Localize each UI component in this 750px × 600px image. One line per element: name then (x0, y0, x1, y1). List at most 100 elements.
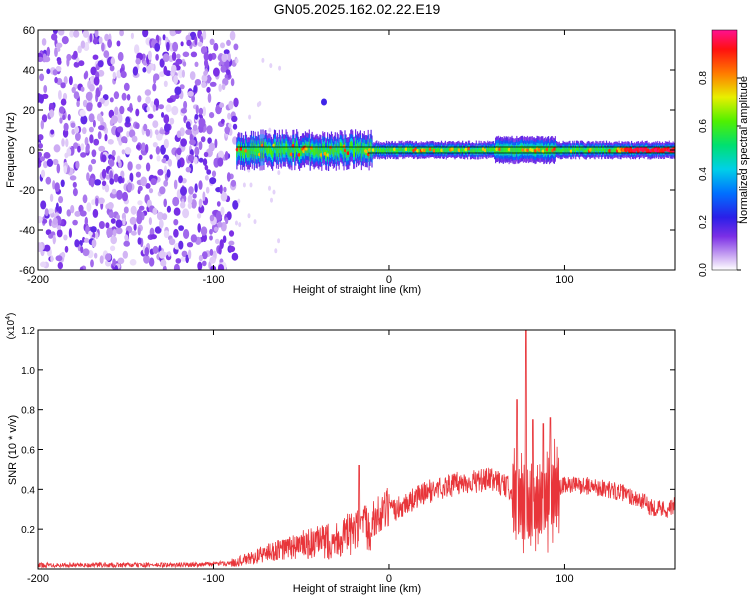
noise-cell (86, 172, 90, 182)
noise-cell (168, 159, 172, 167)
noise-cell (220, 206, 225, 216)
noise-cell (80, 115, 88, 125)
noise-cell (163, 65, 168, 75)
noise-cell (207, 137, 212, 144)
noise-cell (132, 66, 139, 76)
noise-cell (121, 212, 126, 221)
signal-cell (315, 146, 317, 155)
signal-cell (361, 145, 363, 154)
noise-cell (133, 223, 137, 231)
noise-cell (109, 170, 113, 180)
noise-cell (202, 191, 206, 202)
noise-cell (225, 69, 231, 75)
noise-cell (115, 227, 123, 235)
noise-cell (220, 42, 225, 49)
noise-cell (84, 237, 89, 243)
signal-cell (367, 141, 369, 150)
signal-peak (521, 148, 525, 152)
noise-cell (54, 182, 60, 193)
noise-cell (143, 123, 148, 132)
noise-cell (94, 252, 98, 259)
spectrogram-cells (38, 30, 675, 270)
signal-cell (579, 146, 582, 151)
noise-cell (152, 245, 159, 254)
noise-cell (182, 51, 190, 58)
signal-cell (600, 146, 602, 151)
noise-cell (38, 56, 44, 63)
signal-cell (508, 148, 510, 155)
signal-peak (239, 147, 243, 151)
noise-cell (117, 113, 123, 124)
noise-cell (113, 173, 119, 183)
snr-panel: -200 -100 0 100 0.2 0.4 0.6 0.8 1.0 1.2 Height o… (5, 313, 676, 595)
noise-cell (79, 266, 84, 270)
signal-cell (318, 149, 320, 158)
signal-cell (404, 148, 406, 153)
noise-cell (72, 219, 78, 226)
signal-cell (548, 145, 550, 153)
signal-peak (235, 147, 239, 152)
noise-cell (148, 217, 152, 226)
noise-cell (43, 85, 48, 93)
noise-cell (127, 106, 134, 112)
noise-cell (77, 145, 81, 153)
noise-cell (52, 234, 56, 245)
signal-cell (335, 150, 337, 159)
noise-cell (163, 114, 170, 124)
noise-cell (224, 59, 230, 69)
signal-cell (503, 145, 505, 153)
signal-cell (592, 147, 594, 152)
noise-cell (43, 244, 51, 252)
noise-cell (247, 213, 251, 219)
noise-cell (122, 218, 126, 226)
noise-cell (190, 234, 198, 243)
signal-cell (395, 149, 397, 154)
noise-cell (85, 144, 90, 154)
noise-cell (90, 158, 97, 165)
signal-cell (500, 146, 502, 154)
noise-cell (63, 122, 69, 132)
signal-cell (453, 148, 455, 153)
noise-cell (166, 41, 170, 52)
noise-cell (123, 206, 129, 214)
signal-peak (569, 149, 573, 154)
noise-cell (209, 38, 215, 45)
noise-cell (158, 104, 164, 110)
signal-cell (435, 148, 437, 152)
noise-cell (79, 210, 87, 217)
signal-cell (409, 146, 411, 151)
noise-cell (49, 193, 54, 202)
noise-cell (156, 155, 161, 162)
noise-cell (60, 98, 67, 106)
signal-cell (605, 149, 607, 153)
noise-cell (104, 33, 110, 42)
signal-cell (510, 147, 512, 154)
signal-cell (240, 149, 242, 158)
noise-cell (80, 40, 86, 49)
signal-cell (578, 149, 581, 154)
noise-cell (71, 128, 76, 135)
signal-cell (320, 147, 322, 156)
noise-cell (214, 238, 220, 245)
noise-cell (117, 126, 124, 133)
signal-cell (397, 149, 399, 154)
noise-cell (126, 131, 130, 138)
signal-cell (558, 147, 560, 152)
signal-cell (388, 147, 390, 152)
noise-cell (187, 202, 192, 209)
noise-cell (121, 136, 128, 144)
noise-cell (238, 222, 242, 228)
signal-cell (317, 148, 319, 157)
noise-cell (108, 211, 115, 219)
signal-cell (614, 147, 616, 152)
noise-cell (73, 30, 80, 38)
signal-cell (283, 146, 285, 155)
signal-cell (461, 148, 463, 153)
signal-cell (285, 141, 287, 150)
signal-cell (568, 147, 570, 152)
signal-cell (581, 146, 583, 151)
noise-cell (79, 109, 86, 117)
noise-cell (137, 237, 142, 245)
noise-cell (116, 214, 120, 220)
noise-cell (70, 205, 75, 214)
